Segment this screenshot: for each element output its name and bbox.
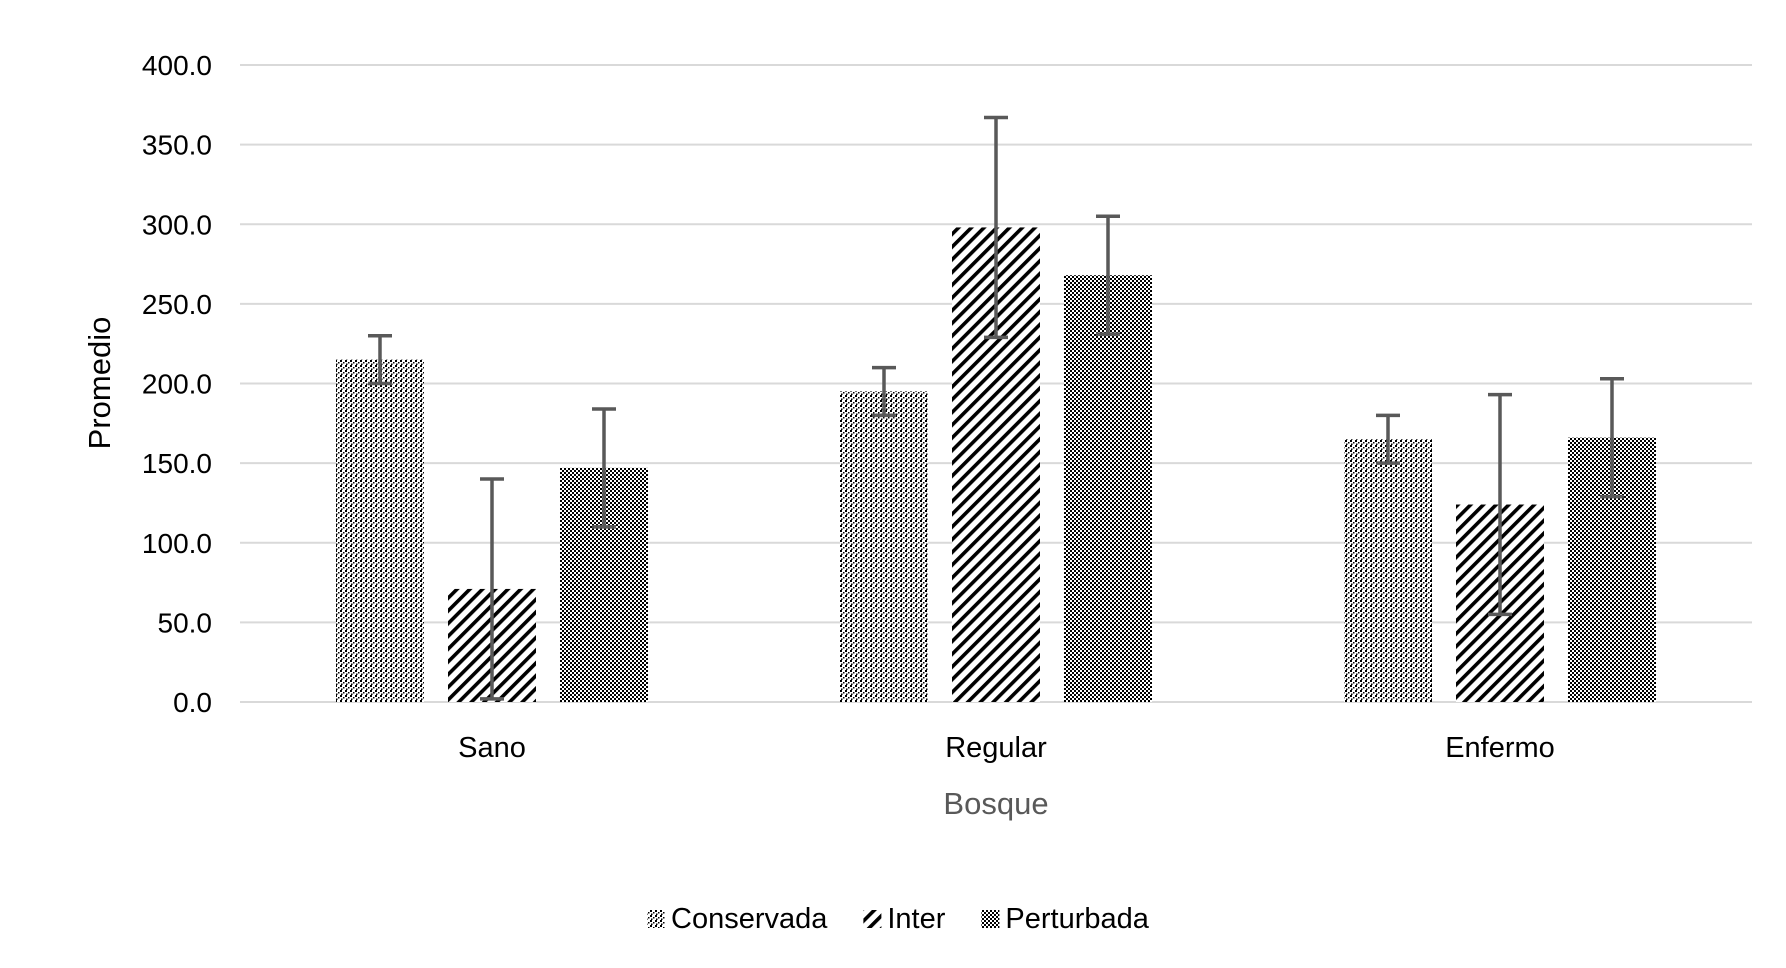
y-tick-label: 350.0 — [142, 130, 212, 161]
bar-perturbada — [1064, 275, 1152, 702]
legend-swatch — [647, 910, 665, 928]
error-bar — [592, 407, 616, 529]
bar-conservada — [840, 391, 928, 702]
legend-item-perturbada: Perturbada — [981, 903, 1150, 935]
y-tick-label: 200.0 — [142, 369, 212, 400]
y-tick-label: 100.0 — [142, 528, 212, 559]
legend-label: Inter — [887, 903, 945, 935]
x-category-label: Sano — [458, 732, 526, 764]
bar-conservada — [336, 359, 424, 702]
error-bar — [984, 115, 1008, 340]
y-tick-label: 50.0 — [158, 607, 213, 638]
x-category-label: Regular — [945, 732, 1047, 764]
y-axis-ticks: 0.0 50.0 100.0 150.0 200.0 250.0 300.0 350.0 400… — [142, 50, 212, 718]
legend-item-conservada: Conservada — [647, 903, 828, 935]
error-bar — [872, 365, 896, 418]
error-bar — [1376, 413, 1400, 465]
y-tick-label: 0.0 — [173, 687, 212, 718]
error-bars — [368, 115, 1624, 701]
y-axis-title: Promedio — [82, 317, 117, 450]
y-tick-label: 150.0 — [142, 448, 212, 479]
y-tick-label: 300.0 — [142, 209, 212, 240]
y-tick-label: 250.0 — [142, 289, 212, 320]
x-category-label: Enfermo — [1445, 732, 1555, 764]
legend-item-inter: Inter — [863, 903, 946, 935]
y-tick-label: 400.0 — [142, 50, 212, 81]
legend: Conservada Inter Perturbada — [647, 903, 1150, 935]
error-bar — [368, 333, 392, 386]
x-axis-categories: Sano Regular Enfermo — [458, 732, 1555, 764]
error-bar — [1488, 392, 1512, 617]
legend-label: Perturbada — [1005, 903, 1149, 935]
error-bar — [1096, 214, 1120, 336]
error-bar — [1600, 376, 1624, 499]
legend-swatch — [981, 910, 1000, 928]
legend-label: Conservada — [671, 903, 828, 935]
x-axis-title: Bosque — [943, 786, 1048, 821]
legend-swatch — [863, 910, 882, 928]
error-bar — [480, 477, 504, 701]
bar-conservada — [1344, 439, 1432, 702]
